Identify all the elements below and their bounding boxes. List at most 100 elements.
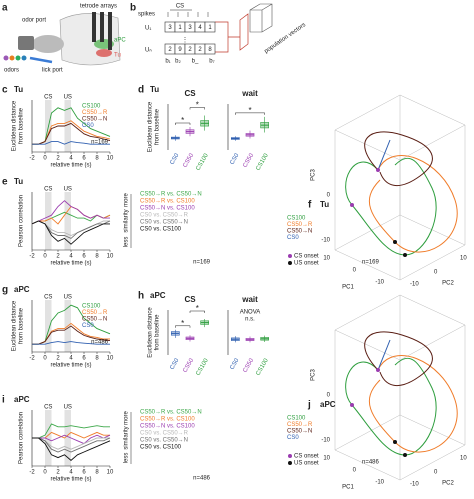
x-axis-label: relative time (s) bbox=[50, 363, 91, 369]
legend-entry: CS50→N bbox=[287, 229, 312, 235]
odor-vial bbox=[3, 55, 9, 61]
label: U₁ bbox=[145, 26, 151, 32]
trajectory bbox=[345, 157, 437, 256]
cs-onset-dot bbox=[376, 168, 380, 172]
axis-label: PC2 bbox=[442, 281, 454, 287]
tick-label: -10 bbox=[410, 282, 419, 288]
legend-entry: CS50→R bbox=[82, 110, 108, 116]
legend-entry: CS100 bbox=[287, 416, 306, 422]
panel-title: aPC bbox=[14, 395, 30, 404]
cs-onset-dot bbox=[376, 368, 380, 372]
legend-entry: CS50→R bbox=[287, 222, 313, 228]
significance-label: * bbox=[196, 304, 199, 313]
axes-box bbox=[334, 94, 466, 281]
cs-onset-dot bbox=[350, 203, 354, 207]
series-line bbox=[31, 200, 110, 225]
cell-value: 9 bbox=[178, 47, 182, 53]
series-line bbox=[31, 220, 110, 245]
tick-label: -10 bbox=[321, 238, 330, 244]
x-tick-label: 6 bbox=[82, 254, 86, 260]
panel-label: j bbox=[307, 400, 311, 411]
ellipsis: ⋮ bbox=[182, 38, 188, 44]
y-axis-label: Pearson correlation bbox=[19, 195, 25, 247]
epoch-label: CS bbox=[44, 95, 52, 101]
bin-label: b₂ bbox=[175, 59, 181, 65]
cell-value: 3 bbox=[168, 25, 172, 31]
label: lick port bbox=[42, 68, 63, 74]
series-line bbox=[32, 423, 110, 439]
bin-label: b₁ bbox=[165, 59, 170, 65]
x-tick-label: 2 bbox=[56, 156, 60, 162]
legend-entry: CS50→R vs. CS50→N bbox=[140, 410, 202, 416]
similarity-label: similarity bbox=[124, 209, 130, 232]
panel-label: b bbox=[130, 3, 136, 14]
us-onset-dot bbox=[403, 253, 407, 257]
epoch-label: US bbox=[64, 405, 72, 411]
axis-label: PC1 bbox=[342, 485, 354, 491]
legend-entry: CS0 bbox=[82, 123, 94, 129]
legend-marker bbox=[288, 261, 292, 265]
significance-bracket bbox=[175, 325, 191, 328]
y-axis-label: Pearson correlation bbox=[19, 412, 25, 464]
x-tick-label: 2 bbox=[56, 356, 60, 362]
legend-entry: CS100 bbox=[287, 216, 306, 222]
panel-title: Tu bbox=[150, 85, 159, 94]
legend-entry: CS0 bbox=[287, 435, 299, 441]
charts: c Tu CS US -2 0 2 4 6 8 10 relative time (s) Euclide… bbox=[2, 85, 467, 491]
x-tick-label: 4 bbox=[69, 254, 73, 260]
y-axis-label: Euclidean distance bbox=[148, 307, 154, 358]
significance-label: * bbox=[181, 116, 184, 125]
vector-bracket bbox=[215, 13, 249, 53]
trajectory bbox=[345, 357, 437, 456]
legend-entry: CS onset bbox=[294, 454, 319, 460]
panel-title: aPC bbox=[14, 285, 30, 294]
shaded-epoch bbox=[64, 100, 71, 152]
y-axis-label: from baseline bbox=[19, 307, 25, 344]
axis-label: PC2 bbox=[442, 481, 454, 487]
tick-label: -10 bbox=[321, 438, 330, 444]
legend-entry: CS50→N vs. CS100 bbox=[140, 206, 195, 212]
panel-label: h bbox=[138, 291, 144, 302]
similarity-label: less bbox=[124, 453, 130, 464]
us-onset-dot bbox=[403, 453, 407, 457]
label: tetrode arrays bbox=[80, 4, 117, 10]
x-tick-label: 8 bbox=[95, 356, 99, 362]
x-axis-label: relative time (s) bbox=[50, 477, 91, 483]
x-tick-label: 10 bbox=[107, 156, 114, 162]
subtitle: CS bbox=[184, 89, 196, 98]
panel-label: d bbox=[138, 85, 144, 96]
epoch-label: CS bbox=[44, 187, 52, 193]
category-label: CS100 bbox=[195, 357, 210, 376]
shaded-epoch bbox=[45, 192, 52, 250]
legend-entry: CS0 vs. CS50→N bbox=[140, 220, 188, 226]
category-label: CS0 bbox=[229, 152, 240, 166]
odor-vial bbox=[21, 55, 27, 61]
panel-title: Tu bbox=[14, 85, 23, 94]
legend-marker bbox=[288, 254, 292, 258]
x-tick-label: 6 bbox=[82, 356, 86, 362]
odor-vial bbox=[9, 55, 15, 61]
x-tick-label: 2 bbox=[56, 470, 60, 476]
panel-label: c bbox=[2, 85, 8, 96]
note: n=169 bbox=[362, 260, 380, 266]
label: CS bbox=[176, 4, 184, 10]
tetrode bbox=[92, 12, 96, 42]
x-tick-label: 0 bbox=[43, 156, 47, 162]
significance-label: * bbox=[248, 106, 251, 115]
legend-entry: CS50→R vs. CS100 bbox=[140, 417, 195, 423]
category-label: CS50 bbox=[182, 357, 195, 374]
tick-label: 10 bbox=[460, 256, 467, 262]
label: spikes bbox=[138, 12, 155, 18]
vector-cube bbox=[249, 3, 273, 33]
panel-title: aPC bbox=[320, 400, 336, 409]
cs-onset-dot bbox=[350, 403, 354, 407]
panel-label: g bbox=[2, 285, 8, 296]
x-tick-label: 6 bbox=[82, 156, 86, 162]
x-tick-label: 0 bbox=[43, 356, 47, 362]
similarity-label: similarity bbox=[124, 426, 130, 449]
mouse-head bbox=[32, 35, 64, 53]
legend-marker bbox=[288, 454, 292, 458]
category-label: CS0 bbox=[169, 152, 180, 166]
tick-label: 0 bbox=[434, 270, 438, 276]
